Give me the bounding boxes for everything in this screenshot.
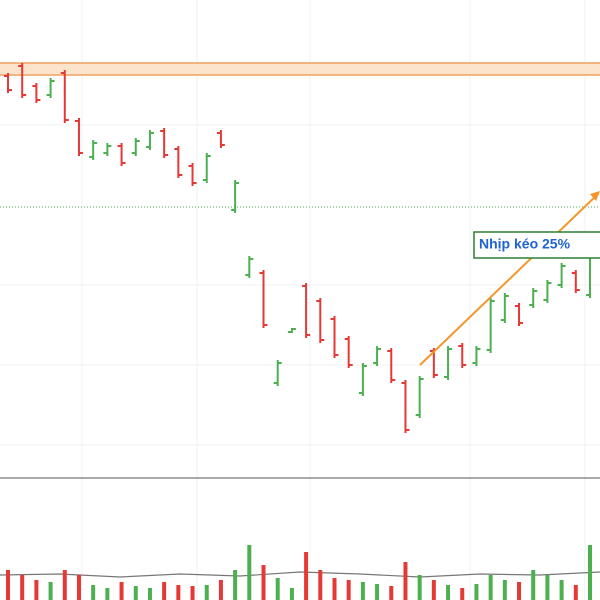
volume-bar [502, 580, 507, 600]
volume-bar [133, 586, 138, 600]
volume-bar [147, 588, 152, 600]
volume-bar [162, 582, 167, 600]
volume-bar [346, 580, 351, 600]
volume-bar [62, 570, 67, 600]
volume-bar [6, 570, 10, 600]
volume-bar [105, 588, 110, 600]
volume-bar [588, 545, 592, 600]
volume-bar [190, 586, 195, 600]
annotation: Nhịp kéo 25% [479, 236, 571, 252]
volume-average [0, 571, 600, 578]
volume-bar [360, 582, 365, 600]
annotation-box [473, 231, 600, 259]
volume-bar [559, 580, 564, 600]
volume-bar [233, 570, 238, 600]
volume-bar [218, 580, 223, 600]
volume-bar [318, 570, 323, 600]
volume-bar [417, 575, 422, 600]
volume-bar [304, 552, 309, 600]
volume-bar [375, 584, 380, 600]
volume-bar [403, 562, 408, 600]
arrow-head [590, 191, 600, 201]
volume-bar [389, 586, 394, 600]
volume-bar [247, 545, 252, 600]
volume-bar [91, 585, 96, 600]
volume-bar [446, 585, 451, 600]
volume-bar [275, 578, 280, 600]
volume-bar [119, 582, 124, 600]
volume-bar [517, 582, 522, 600]
volume-bar [332, 578, 337, 600]
volume-bar [474, 584, 479, 600]
volume-bar [204, 585, 209, 600]
volume-bar [48, 582, 53, 600]
volume-bar [20, 575, 25, 600]
trend-arrow [419, 193, 599, 366]
volume-bar [261, 565, 266, 600]
volume-bar [531, 570, 536, 600]
volume-bar [34, 580, 39, 600]
volume-bar [176, 585, 181, 600]
resistance-zone [0, 62, 600, 76]
volume-bar [545, 575, 550, 600]
volume-bar [289, 588, 294, 600]
volume-bar [573, 585, 578, 600]
volume-bar [488, 575, 493, 600]
volume-bar [76, 575, 81, 600]
volume-bar [460, 588, 465, 600]
volume-bar [431, 580, 436, 600]
